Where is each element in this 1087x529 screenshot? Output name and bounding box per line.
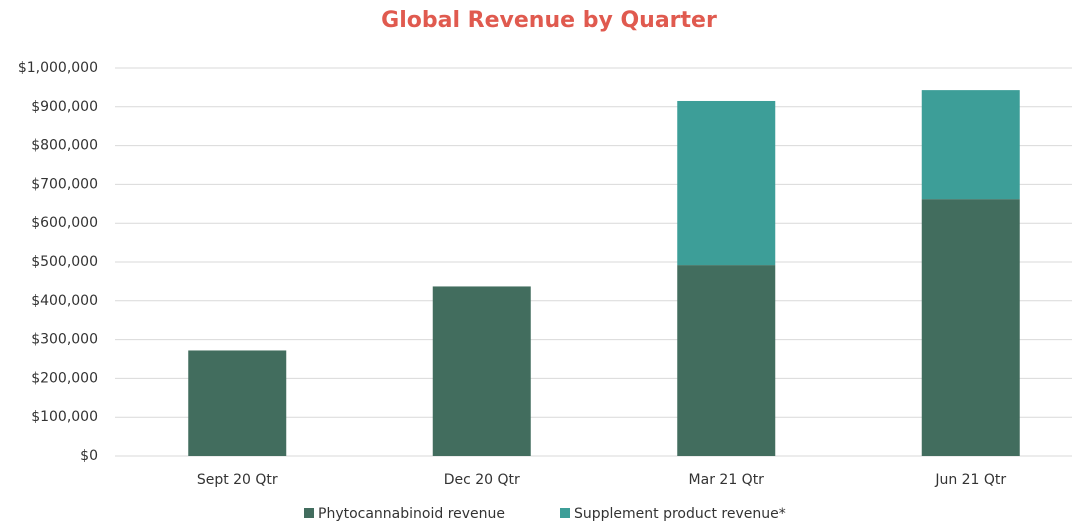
legend-label: Supplement product revenue* xyxy=(574,506,786,522)
bar-segment xyxy=(188,350,287,456)
x-tick-label: Sept 20 Qtr xyxy=(197,472,278,488)
bar-segment xyxy=(921,199,1020,457)
x-tick-label: Mar 21 Qtr xyxy=(689,472,765,488)
y-tick-label: $300,000 xyxy=(31,332,98,348)
y-tick-label: $100,000 xyxy=(31,409,98,425)
y-tick-label: $500,000 xyxy=(31,254,98,270)
chart-title: Global Revenue by Quarter xyxy=(381,8,717,33)
legend-swatch xyxy=(560,508,570,518)
bar-segment xyxy=(921,90,1020,200)
x-tick-label: Jun 21 Qtr xyxy=(934,472,1006,488)
legend-label: Phytocannabinoid revenue xyxy=(318,506,505,522)
y-tick-label: $400,000 xyxy=(31,293,98,309)
y-tick-label: $1,000,000 xyxy=(18,60,98,76)
bar-segment xyxy=(432,286,531,456)
y-tick-label: $200,000 xyxy=(31,370,98,386)
x-tick-label: Dec 20 Qtr xyxy=(444,472,520,488)
y-tick-label: $700,000 xyxy=(31,176,98,192)
bar-segment xyxy=(677,265,776,456)
y-tick-label: $0 xyxy=(80,448,98,464)
y-tick-label: $600,000 xyxy=(31,215,98,231)
y-tick-label: $800,000 xyxy=(31,138,98,154)
y-tick-label: $900,000 xyxy=(31,99,98,115)
legend-swatch xyxy=(304,508,314,518)
bar-segment xyxy=(677,100,776,266)
